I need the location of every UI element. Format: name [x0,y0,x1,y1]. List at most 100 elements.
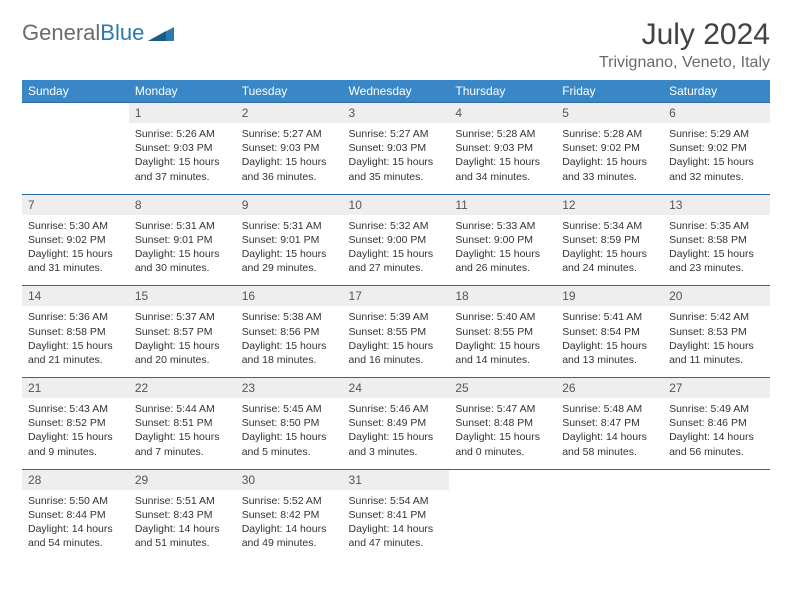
sunset-text: Sunset: 8:52 PM [28,416,123,430]
sunrise-text: Sunrise: 5:26 AM [135,127,230,141]
day2-text: and 58 minutes. [562,445,657,459]
day-data-cell: Sunrise: 5:40 AMSunset: 8:55 PMDaylight:… [449,306,556,377]
sunset-text: Sunset: 9:02 PM [669,141,764,155]
sunrise-text: Sunrise: 5:52 AM [242,494,337,508]
sunrise-text: Sunrise: 5:46 AM [349,402,444,416]
weekday-header-row: Sunday Monday Tuesday Wednesday Thursday… [22,80,770,103]
day2-text: and 37 minutes. [135,170,230,184]
day1-text: Daylight: 15 hours [562,247,657,261]
day-data-cell: Sunrise: 5:42 AMSunset: 8:53 PMDaylight:… [663,306,770,377]
sunset-text: Sunset: 9:02 PM [28,233,123,247]
day2-text: and 18 minutes. [242,353,337,367]
location: Trivignano, Veneto, Italy [599,54,770,72]
day2-text: and 27 minutes. [349,261,444,275]
day-data-cell: Sunrise: 5:44 AMSunset: 8:51 PMDaylight:… [129,398,236,469]
sunset-text: Sunset: 8:58 PM [28,325,123,339]
day2-text: and 14 minutes. [455,353,550,367]
day2-text: and 21 minutes. [28,353,123,367]
day2-text: and 34 minutes. [455,170,550,184]
sunrise-text: Sunrise: 5:40 AM [455,310,550,324]
sunset-text: Sunset: 9:03 PM [135,141,230,155]
sunset-text: Sunset: 9:01 PM [242,233,337,247]
logo-triangle-icon [148,23,174,44]
day1-text: Daylight: 14 hours [669,430,764,444]
day-data-cell [22,123,129,194]
day2-text: and 32 minutes. [669,170,764,184]
sunset-text: Sunset: 9:01 PM [135,233,230,247]
logo: GeneralBlue [22,18,174,46]
day-number-cell: 26 [556,378,663,399]
sunrise-text: Sunrise: 5:44 AM [135,402,230,416]
day-number-cell [22,103,129,124]
sunrise-text: Sunrise: 5:48 AM [562,402,657,416]
day2-text: and 0 minutes. [455,445,550,459]
day-data-cell: Sunrise: 5:47 AMSunset: 8:48 PMDaylight:… [449,398,556,469]
day-number-cell [449,469,556,490]
sunrise-text: Sunrise: 5:32 AM [349,219,444,233]
logo-word2: Blue [100,20,144,45]
day-data-cell: Sunrise: 5:39 AMSunset: 8:55 PMDaylight:… [343,306,450,377]
day1-text: Daylight: 14 hours [349,522,444,536]
day-number-cell: 17 [343,286,450,307]
day-data-cell: Sunrise: 5:30 AMSunset: 9:02 PMDaylight:… [22,215,129,286]
sunrise-text: Sunrise: 5:31 AM [242,219,337,233]
day-number-cell: 23 [236,378,343,399]
sunrise-text: Sunrise: 5:50 AM [28,494,123,508]
day-data-cell: Sunrise: 5:31 AMSunset: 9:01 PMDaylight:… [129,215,236,286]
sunset-text: Sunset: 8:56 PM [242,325,337,339]
day1-text: Daylight: 15 hours [455,339,550,353]
day-data-cell: Sunrise: 5:28 AMSunset: 9:03 PMDaylight:… [449,123,556,194]
day-number-cell: 27 [663,378,770,399]
sunrise-text: Sunrise: 5:43 AM [28,402,123,416]
sunrise-text: Sunrise: 5:35 AM [669,219,764,233]
day-data-cell: Sunrise: 5:41 AMSunset: 8:54 PMDaylight:… [556,306,663,377]
day-data-row: Sunrise: 5:30 AMSunset: 9:02 PMDaylight:… [22,215,770,286]
day-number-cell: 29 [129,469,236,490]
day-data-cell: Sunrise: 5:28 AMSunset: 9:02 PMDaylight:… [556,123,663,194]
day-number-cell: 5 [556,103,663,124]
day2-text: and 7 minutes. [135,445,230,459]
sunset-text: Sunset: 8:53 PM [669,325,764,339]
day1-text: Daylight: 15 hours [135,430,230,444]
day1-text: Daylight: 15 hours [242,247,337,261]
day-data-cell: Sunrise: 5:45 AMSunset: 8:50 PMDaylight:… [236,398,343,469]
day1-text: Daylight: 15 hours [455,430,550,444]
sunset-text: Sunset: 8:55 PM [349,325,444,339]
day1-text: Daylight: 15 hours [669,155,764,169]
day1-text: Daylight: 15 hours [349,430,444,444]
sunrise-text: Sunrise: 5:27 AM [349,127,444,141]
day-number-cell: 13 [663,194,770,215]
day-number-row: 21222324252627 [22,378,770,399]
day2-text: and 20 minutes. [135,353,230,367]
day-number-cell: 21 [22,378,129,399]
day-number-cell: 28 [22,469,129,490]
day-data-cell [449,490,556,561]
day2-text: and 36 minutes. [242,170,337,184]
day1-text: Daylight: 15 hours [669,247,764,261]
calendar-table: Sunday Monday Tuesday Wednesday Thursday… [22,80,770,560]
day-data-cell: Sunrise: 5:43 AMSunset: 8:52 PMDaylight:… [22,398,129,469]
day-data-cell: Sunrise: 5:54 AMSunset: 8:41 PMDaylight:… [343,490,450,561]
day-data-cell: Sunrise: 5:46 AMSunset: 8:49 PMDaylight:… [343,398,450,469]
day-number-cell: 19 [556,286,663,307]
sunset-text: Sunset: 9:00 PM [349,233,444,247]
sunrise-text: Sunrise: 5:54 AM [349,494,444,508]
sunrise-text: Sunrise: 5:45 AM [242,402,337,416]
day-data-cell: Sunrise: 5:49 AMSunset: 8:46 PMDaylight:… [663,398,770,469]
sunset-text: Sunset: 9:00 PM [455,233,550,247]
day2-text: and 24 minutes. [562,261,657,275]
sunset-text: Sunset: 8:55 PM [455,325,550,339]
day2-text: and 5 minutes. [242,445,337,459]
sunset-text: Sunset: 8:46 PM [669,416,764,430]
day-number-cell: 3 [343,103,450,124]
day-data-cell: Sunrise: 5:27 AMSunset: 9:03 PMDaylight:… [236,123,343,194]
day1-text: Daylight: 15 hours [135,155,230,169]
day-data-cell: Sunrise: 5:52 AMSunset: 8:42 PMDaylight:… [236,490,343,561]
weekday-header: Tuesday [236,80,343,103]
weekday-header: Saturday [663,80,770,103]
sunset-text: Sunset: 8:47 PM [562,416,657,430]
logo-text: GeneralBlue [22,20,144,46]
day-number-cell: 16 [236,286,343,307]
day2-text: and 3 minutes. [349,445,444,459]
day2-text: and 31 minutes. [28,261,123,275]
